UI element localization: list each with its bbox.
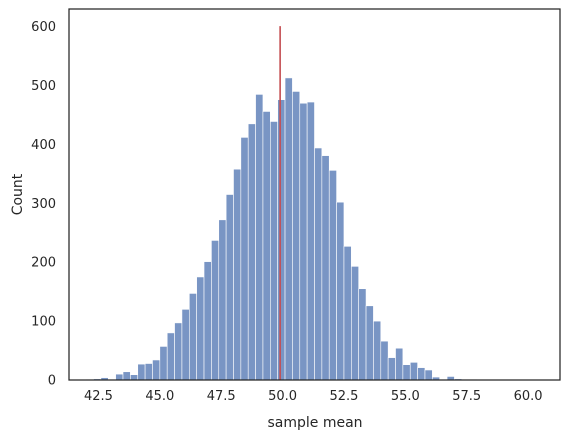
histogram-bar [328,170,337,381]
histogram-bar [137,363,146,381]
histogram-bar [115,373,124,381]
histogram-bar [122,371,131,381]
histogram-bar [262,111,271,381]
histogram-bar [159,346,168,381]
histogram-bar [270,121,278,381]
histogram-bar [380,340,389,381]
histogram-bar [402,364,411,381]
histogram-bar [188,293,197,381]
histogram-bar [343,246,352,381]
y-axis-ticks: 0 100 200 300 400 500 600 [31,20,56,388]
x-tick-label: 47.5 [207,389,236,404]
histogram-bar [174,322,183,381]
histogram-bar [225,194,234,381]
x-axis-ticks: 42.5 45.0 47.5 50.0 52.5 55.0 57.5 60.0 [84,389,543,404]
histogram-bar [277,99,286,381]
histogram-bar [247,123,256,381]
histogram-bar [351,266,359,381]
histogram-bar [417,367,426,381]
histogram-bar [255,94,264,381]
histogram-bar [181,309,190,381]
histogram-bar [395,347,404,381]
histogram-bar [299,102,308,381]
y-tick-label: 600 [31,20,56,35]
histogram-bar [306,101,315,381]
histogram-bar [358,288,367,381]
histogram-bar [166,332,175,381]
histogram-bar [130,374,139,381]
x-tick-label: 42.5 [84,389,113,404]
histogram-bar [424,369,433,381]
y-tick-label: 200 [31,256,56,271]
histogram-bar [152,359,161,381]
x-tick-label: 45.0 [145,389,174,404]
x-tick-label: 52.5 [329,389,358,404]
y-tick-label: 500 [31,79,56,94]
histogram-bar [387,357,396,381]
histogram-bar [196,276,205,381]
histogram-bar [144,363,153,381]
histogram-bar [321,155,330,381]
histogram-bar [233,168,242,381]
histogram-bar [284,77,293,381]
histogram-bar [336,201,345,381]
y-tick-label: 300 [31,197,56,212]
histogram-bars [85,77,477,381]
histogram-bar [365,305,374,381]
histogram-bar [314,147,323,381]
histogram-bar [292,91,301,381]
histogram-bar [373,320,382,381]
histogram-bar [211,240,220,381]
x-tick-label: 57.5 [452,389,481,404]
y-tick-label: 100 [31,315,56,330]
histogram-bar [218,219,227,381]
x-axis-label: sample mean [267,415,362,431]
histogram-bar [240,137,249,381]
y-tick-label: 400 [31,138,56,153]
y-axis-label: Count [10,173,26,215]
x-tick-label: 55.0 [391,389,420,404]
histogram-bar [409,362,418,381]
x-tick-label: 50.0 [268,389,297,404]
y-tick-label: 0 [48,374,56,389]
x-tick-label: 60.0 [514,389,543,404]
histogram-bar [203,261,212,381]
plot-frame [68,8,561,381]
